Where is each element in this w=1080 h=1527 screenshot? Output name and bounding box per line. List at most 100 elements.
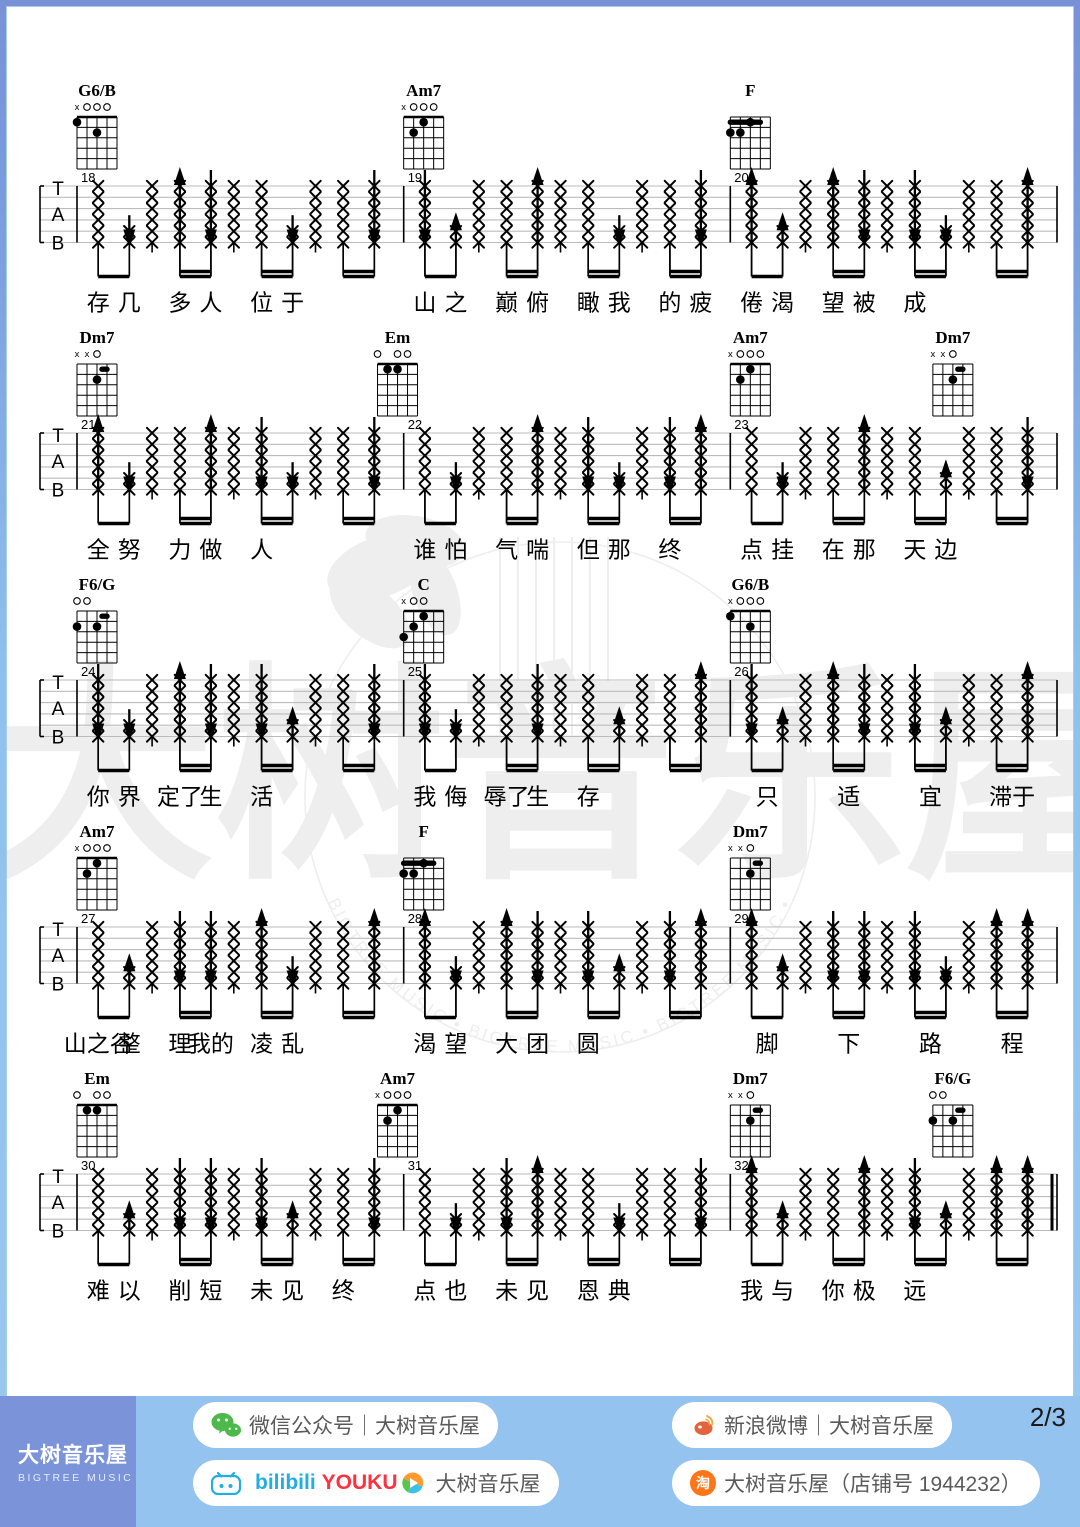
svg-text:短: 短: [199, 1278, 222, 1304]
svg-text:B: B: [52, 975, 65, 996]
svg-text:A: A: [52, 452, 65, 473]
svg-text:边: 边: [934, 537, 957, 563]
svg-text:于: 于: [281, 290, 304, 316]
svg-text:终: 终: [658, 537, 681, 563]
svg-text:A: A: [52, 946, 65, 967]
svg-text:倦: 倦: [740, 290, 763, 316]
svg-text:望: 望: [822, 290, 845, 316]
svg-text:以: 以: [118, 1278, 141, 1304]
svg-text:圆: 圆: [577, 1031, 600, 1057]
svg-text:x: x: [728, 1090, 733, 1101]
svg-text:我: 我: [740, 1278, 763, 1304]
svg-text:滞于: 滞于: [989, 784, 1035, 810]
svg-text:Dm7: Dm7: [733, 822, 768, 841]
svg-text:你: 你: [822, 1278, 845, 1304]
svg-text:几: 几: [118, 290, 141, 316]
svg-text:生: 生: [526, 784, 549, 810]
svg-text:定了: 定了: [157, 784, 203, 810]
svg-text:渴: 渴: [771, 290, 794, 316]
svg-text:人: 人: [199, 290, 222, 316]
svg-text:但: 但: [577, 537, 600, 563]
svg-text:努: 努: [118, 537, 141, 563]
svg-text:Am7: Am7: [80, 822, 115, 841]
svg-text:终: 终: [332, 1278, 355, 1304]
svg-text:恩: 恩: [577, 1278, 600, 1304]
svg-text:T: T: [52, 920, 64, 941]
svg-text:x: x: [930, 349, 935, 360]
svg-text:乱: 乱: [281, 1031, 304, 1057]
svg-text:23: 23: [734, 417, 748, 432]
svg-text:路: 路: [919, 1031, 942, 1057]
svg-text:见: 见: [526, 1278, 549, 1304]
svg-text:巅: 巅: [495, 290, 518, 316]
svg-text:气: 气: [495, 537, 518, 563]
svg-text:侮: 侮: [444, 784, 467, 810]
svg-text:疲: 疲: [689, 290, 712, 316]
svg-text:Dm7: Dm7: [935, 328, 970, 347]
svg-text:未: 未: [250, 1278, 273, 1304]
svg-text:x: x: [401, 596, 406, 607]
svg-text:x: x: [728, 349, 733, 360]
svg-text:适: 适: [837, 784, 860, 810]
svg-text:也: 也: [444, 1278, 467, 1304]
svg-text:Am7: Am7: [733, 328, 768, 347]
svg-text:T: T: [52, 1167, 64, 1188]
svg-text:做: 做: [199, 537, 222, 563]
svg-text:辱了: 辱了: [484, 784, 530, 810]
svg-text:点: 点: [740, 537, 763, 563]
svg-text:24: 24: [81, 664, 95, 679]
svg-text:x: x: [940, 349, 945, 360]
svg-text:团: 团: [526, 1031, 549, 1057]
svg-text:存: 存: [87, 290, 110, 316]
svg-text:B: B: [52, 481, 65, 502]
svg-text:C: C: [418, 575, 430, 594]
svg-text:x: x: [85, 349, 90, 360]
svg-text:俯: 俯: [526, 290, 549, 316]
svg-text:渴: 渴: [413, 1031, 436, 1057]
svg-text:难: 难: [87, 1278, 110, 1304]
svg-text:x: x: [728, 843, 733, 854]
svg-text:Dm7: Dm7: [733, 1069, 768, 1088]
svg-text:只: 只: [756, 784, 779, 810]
svg-text:B: B: [52, 234, 65, 255]
svg-text:之: 之: [444, 290, 467, 316]
svg-text:山: 山: [413, 290, 436, 316]
svg-text:多: 多: [168, 290, 191, 316]
svg-text:A: A: [52, 205, 65, 226]
svg-text:你: 你: [87, 784, 110, 810]
svg-text:26: 26: [734, 664, 748, 679]
svg-text:怕: 怕: [444, 537, 467, 563]
svg-text:挂: 挂: [771, 537, 794, 563]
svg-text:生: 生: [199, 784, 222, 810]
svg-text:被: 被: [853, 290, 876, 316]
svg-text:T: T: [52, 426, 64, 447]
svg-text:Em: Em: [84, 1069, 110, 1088]
svg-text:活: 活: [250, 784, 273, 810]
svg-text:B: B: [52, 728, 65, 749]
svg-text:瞰: 瞰: [577, 290, 600, 316]
svg-text:31: 31: [408, 1158, 422, 1173]
svg-text:18: 18: [81, 170, 95, 185]
svg-text:19: 19: [408, 170, 422, 185]
svg-text:F: F: [745, 81, 755, 100]
svg-text:整: 整: [118, 1031, 141, 1057]
svg-text:30: 30: [81, 1158, 95, 1173]
svg-text:成: 成: [903, 290, 926, 316]
svg-text:T: T: [52, 673, 64, 694]
svg-text:远: 远: [903, 1278, 926, 1304]
svg-text:望: 望: [444, 1031, 467, 1057]
svg-text:未: 未: [495, 1278, 518, 1304]
svg-text:25: 25: [408, 664, 422, 679]
svg-text:全: 全: [87, 537, 110, 563]
svg-text:27: 27: [81, 911, 95, 926]
svg-text:极: 极: [853, 1278, 876, 1304]
svg-text:我: 我: [413, 784, 436, 810]
svg-text:凌: 凌: [250, 1031, 273, 1057]
svg-text:人: 人: [250, 537, 273, 563]
svg-text:F: F: [418, 822, 428, 841]
svg-text:点: 点: [413, 1278, 436, 1304]
svg-text:G6/B: G6/B: [78, 81, 116, 100]
svg-text:Em: Em: [385, 328, 411, 347]
svg-text:典: 典: [608, 1278, 631, 1304]
svg-text:与: 与: [771, 1278, 794, 1304]
